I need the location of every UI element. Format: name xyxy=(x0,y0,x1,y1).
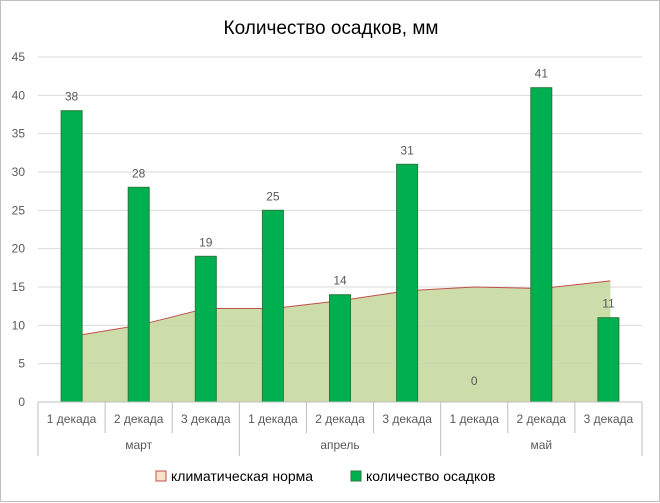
chart-title: Количество осадков, мм xyxy=(224,18,439,39)
legend: климатическая норма количество осадков xyxy=(155,468,495,484)
x-tick-label: 3 декада xyxy=(382,412,432,426)
data-label: 11 xyxy=(602,297,615,311)
x-tick-label: 2 декада xyxy=(315,412,365,426)
precipitation-bar xyxy=(261,209,284,403)
precipitation-bar xyxy=(597,317,620,403)
data-label: 31 xyxy=(400,143,414,157)
y-tick-label: 0 xyxy=(18,395,25,409)
precipitation-bar xyxy=(60,110,83,403)
precipitation-bar xyxy=(396,163,419,403)
data-label: 19 xyxy=(199,235,213,249)
y-tick-label: 30 xyxy=(12,165,26,179)
y-tick-label: 35 xyxy=(12,127,26,141)
axes-layer xyxy=(37,401,643,456)
data-label: 0 xyxy=(471,374,478,388)
x-tick-label: 3 декада xyxy=(584,412,634,426)
y-tick-label: 40 xyxy=(12,88,26,102)
y-tick-label: 25 xyxy=(12,203,26,217)
y-tick-label: 10 xyxy=(12,318,26,332)
data-label: 25 xyxy=(266,189,280,203)
y-tick-label: 20 xyxy=(12,242,26,256)
bars-layer xyxy=(60,87,620,403)
legend-swatch-precip xyxy=(350,470,362,482)
data-label: 41 xyxy=(535,67,549,81)
y-tick-label: 15 xyxy=(12,280,26,294)
precipitation-bar xyxy=(329,294,351,403)
x-group-label: май xyxy=(531,438,553,452)
x-tick-label: 1 декада xyxy=(449,412,499,426)
legend-swatch-norm xyxy=(155,470,167,482)
precipitation-bar xyxy=(127,186,150,403)
data-label: 38 xyxy=(65,90,79,104)
data-label: 14 xyxy=(333,274,347,288)
y-tick-label: 45 xyxy=(12,50,26,64)
data-label: 28 xyxy=(132,166,146,180)
x-tick-label: 1 декада xyxy=(47,412,97,426)
precipitation-bar xyxy=(194,255,217,403)
legend-label: количество осадков xyxy=(366,468,495,484)
labels-layer: 0 5 10 15 20 25 30 35 40 45 38 28 19 25 14 31 0 41 11 1 дек… xyxy=(12,50,634,452)
x-tick-label: 2 декада xyxy=(114,412,164,426)
x-tick-label: 2 декада xyxy=(517,412,567,426)
x-tick-label: 3 декада xyxy=(181,412,231,426)
x-tick-label: 1 декада xyxy=(248,412,298,426)
legend-label: климатическая норма xyxy=(171,468,313,484)
y-tick-label: 5 xyxy=(18,357,25,371)
precipitation-bar xyxy=(530,87,553,403)
x-group-label: апрель xyxy=(320,438,359,452)
x-group-label: март xyxy=(125,438,152,452)
